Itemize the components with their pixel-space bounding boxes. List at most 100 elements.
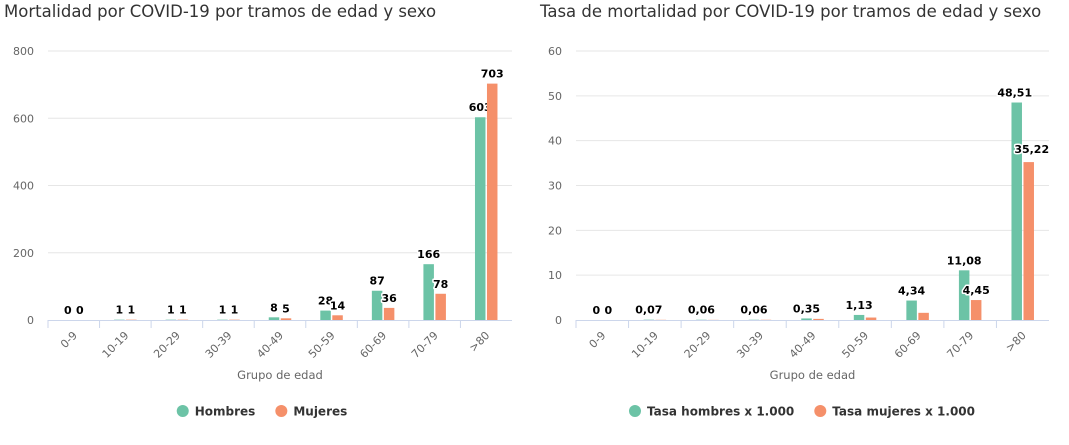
bar-series-2[interactable] [1023,162,1034,320]
y-tick-label: 50 [548,90,562,103]
bar-series-2[interactable] [918,312,929,320]
x-tick-label: 70-79 [409,329,441,361]
x-tick-label: 30-39 [734,329,766,361]
bar-chart-mortality-rate: 0 10 20 30 40 50 60 0-9 10-19 20-29 30-39 40-49 50-5… [548,45,1051,419]
bar-series-1[interactable] [268,317,280,320]
data-label: 11,08 [947,254,982,267]
data-label: 1 [179,304,187,317]
chart-panel-mortality-rate: Tasa de mortalidad por COVID-19 por tram… [534,0,1069,445]
legend-marker-icon [275,405,288,417]
bar-series-1[interactable] [1011,102,1022,321]
data-label: 1 [219,304,227,317]
bar-series-1[interactable] [958,270,970,320]
data-label: 1 [128,304,136,317]
legend-item[interactable]: Mujeres [275,405,347,419]
x-tick-label: 0-9 [587,329,609,351]
legend-label: Tasa mujeres x 1.000 [832,405,975,419]
legend-label: Hombres [195,405,256,419]
x-tick-label: >80 [467,329,493,355]
x-tick-label: >80 [1003,329,1029,355]
legend-marker-icon [814,405,827,417]
data-label: 5 [282,302,290,315]
chart-title: Mortalidad por COVID-19 por tramos de ed… [4,2,437,21]
data-label: 87 [369,275,384,288]
bar-series-1[interactable] [906,300,917,320]
y-tick-label: 400 [13,180,34,193]
x-axis-title: Grupo de edad [770,368,856,382]
x-tick-label: 40-49 [254,329,286,361]
legend-marker-icon [628,405,641,417]
data-label: 1,13 [845,299,872,312]
x-tick-label: 50-59 [839,329,871,361]
y-tick-label: 30 [548,180,562,193]
data-label: 14 [330,299,346,312]
bar-series-2[interactable] [280,318,292,320]
legend-item[interactable]: Hombres [176,405,256,419]
bar-series-1[interactable] [853,314,865,320]
x-tick-label: 60-69 [357,329,389,361]
data-label: 35,22 [1014,143,1049,156]
legend-label: Tasa hombres x 1.000 [647,405,794,419]
legend-item[interactable]: Tasa mujeres x 1.000 [814,405,975,419]
legend: Hombres Mujeres [176,405,347,419]
bar-series-2[interactable] [486,83,498,321]
data-label: 28 [318,295,333,308]
y-tick-label: 200 [13,247,34,260]
legend: Tasa hombres x 1.000 Tasa mujeres x 1.000 [628,405,975,419]
data-label: 166 [417,248,440,261]
x-tick-label: 20-29 [151,329,183,361]
x-tick-label: 0-9 [58,329,80,351]
bar-series-2[interactable] [435,293,446,320]
chart-panel-mortality: Mortalidad por COVID-19 por tramos de ed… [0,0,534,445]
legend-item[interactable]: Tasa hombres x 1.000 [628,405,794,419]
data-label: 78 [433,278,448,291]
bar-series-2[interactable] [332,315,343,320]
y-tick-label: 0 [555,314,562,327]
bar-series-1[interactable] [320,310,331,320]
bar-series-1[interactable] [423,264,434,320]
data-label: 1 [231,304,239,317]
bar-series-2[interactable] [865,317,877,320]
data-label: 8 [270,301,278,314]
data-label: 4,45 [963,284,990,297]
y-tick-label: 40 [548,135,562,148]
x-tick-label: 50-59 [306,329,338,361]
bar-series-2[interactable] [970,300,982,320]
data-label: 703 [481,68,504,81]
y-tick-label: 20 [548,224,562,237]
x-tick-label: 10-19 [629,329,661,361]
data-label: 0 [592,304,600,317]
data-label: 1 [116,304,124,317]
y-tick-label: 60 [548,45,562,58]
data-label: 36 [381,292,397,305]
legend-marker-icon [176,405,189,417]
y-tick-label: 0 [27,314,34,327]
x-tick-label: 10-19 [100,329,132,361]
x-tick-label: 70-79 [944,329,976,361]
x-axis-title: Grupo de edad [237,368,323,382]
data-label: 0 [64,304,72,317]
x-tick-label: 40-49 [787,329,819,361]
data-label: 603 [469,101,492,114]
y-tick-label: 10 [548,269,562,282]
bar-series-2[interactable] [383,307,395,320]
data-label: 4,34 [898,285,925,298]
y-tick-label: 600 [13,112,34,125]
data-label: 0 [76,304,84,317]
x-tick-label: 60-69 [892,329,924,361]
bar-series-2[interactable] [813,318,824,320]
y-tick-label: 800 [13,45,34,58]
legend-label: Mujeres [293,405,347,419]
data-label: 1 [167,304,175,317]
data-label: 0 [604,304,612,317]
data-label: 0,07 [635,304,662,317]
bar-series-1[interactable] [474,117,486,321]
data-label: 0,06 [688,304,715,317]
data-label: 0,35 [793,302,820,315]
bar-series-1[interactable] [371,290,383,320]
x-tick-label: 20-29 [682,329,714,361]
bar-series-1[interactable] [801,318,812,320]
data-label: 0,06 [740,304,767,317]
x-tick-label: 30-39 [203,329,235,361]
